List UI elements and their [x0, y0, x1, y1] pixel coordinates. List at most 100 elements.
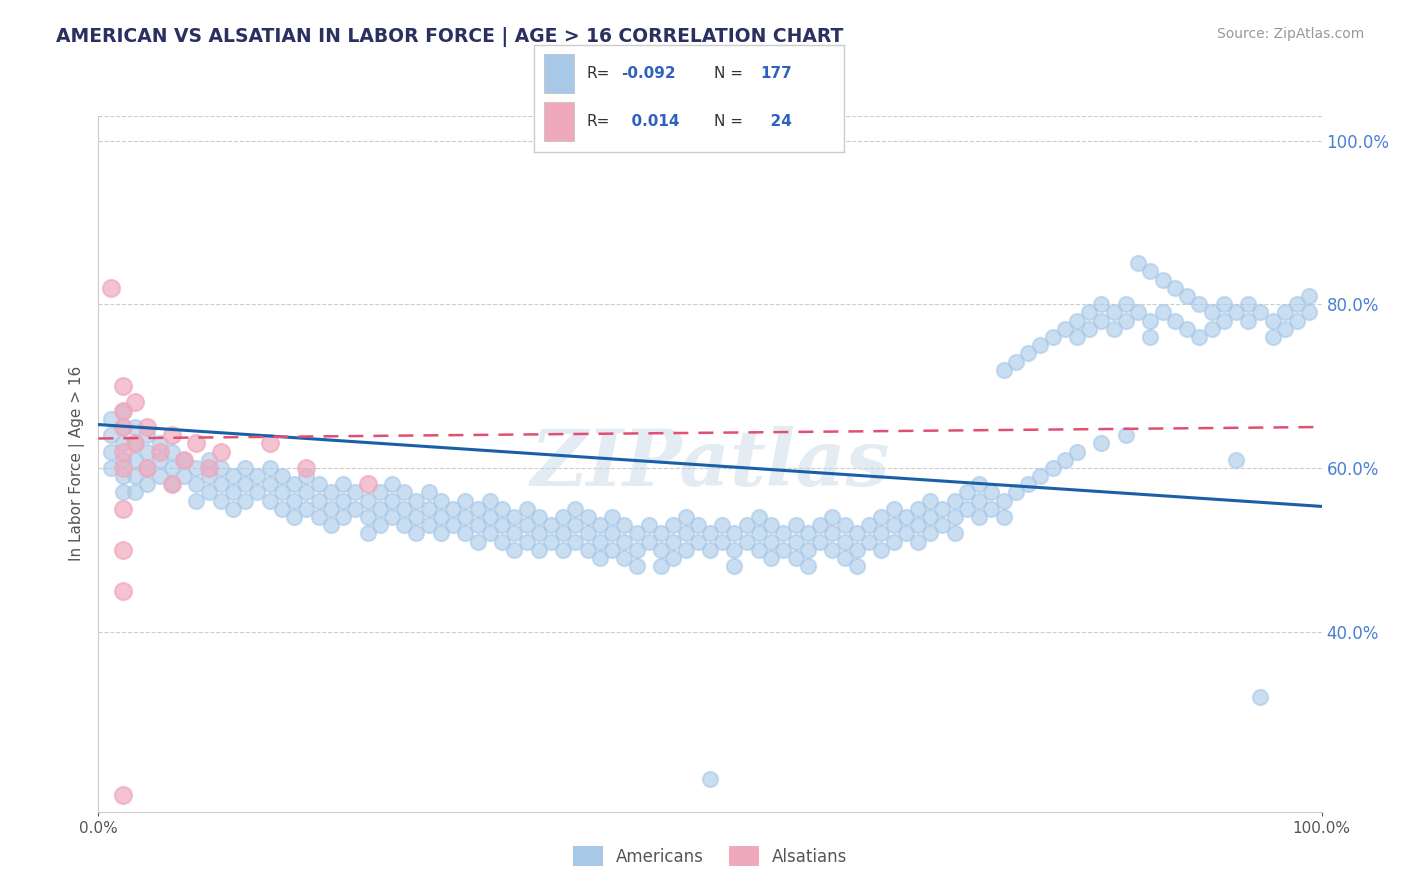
Point	[821, 510, 844, 524]
Point	[430, 526, 453, 541]
Point	[233, 493, 256, 508]
Point	[173, 452, 195, 467]
Point	[920, 526, 942, 541]
Point	[1042, 330, 1064, 344]
Point	[368, 518, 391, 533]
Point	[808, 518, 831, 533]
Point	[540, 518, 562, 533]
Point	[259, 493, 281, 508]
Point	[564, 518, 586, 533]
Point	[136, 461, 159, 475]
Point	[186, 461, 208, 475]
Point	[418, 501, 440, 516]
Point	[503, 542, 526, 557]
Point	[761, 551, 783, 566]
Point	[283, 477, 305, 491]
Point	[920, 493, 942, 508]
Point	[686, 534, 709, 549]
Point	[845, 559, 868, 574]
Point	[993, 493, 1015, 508]
Point	[1004, 485, 1026, 500]
Point	[626, 559, 648, 574]
Text: AMERICAN VS ALSATIAN IN LABOR FORCE | AGE > 16 CORRELATION CHART: AMERICAN VS ALSATIAN IN LABOR FORCE | AG…	[56, 27, 844, 46]
Point	[1249, 305, 1271, 319]
Point	[834, 518, 856, 533]
Point	[160, 461, 183, 475]
Point	[527, 542, 550, 557]
Point	[613, 518, 636, 533]
Point	[222, 485, 245, 500]
Point	[186, 493, 208, 508]
Point	[527, 510, 550, 524]
Point	[295, 501, 318, 516]
Point	[662, 534, 685, 549]
Point	[270, 469, 294, 483]
Point	[907, 518, 929, 533]
Point	[870, 510, 893, 524]
Text: R=: R=	[586, 66, 610, 81]
Point	[711, 534, 734, 549]
Point	[259, 477, 281, 491]
Point	[111, 379, 134, 393]
Point	[858, 518, 880, 533]
Point	[136, 428, 159, 442]
Point	[650, 526, 672, 541]
Point	[1237, 313, 1260, 327]
Point	[209, 477, 232, 491]
Point	[368, 485, 391, 500]
Point	[441, 501, 464, 516]
Point	[111, 420, 134, 434]
Point	[834, 534, 856, 549]
Point	[723, 542, 745, 557]
Point	[1053, 452, 1076, 467]
Point	[808, 534, 831, 549]
Point	[785, 534, 807, 549]
Point	[1029, 469, 1052, 483]
Point	[1090, 313, 1112, 327]
Point	[111, 403, 134, 417]
Point	[662, 518, 685, 533]
Point	[405, 526, 427, 541]
Y-axis label: In Labor Force | Age > 16: In Labor Force | Age > 16	[69, 367, 84, 561]
Point	[381, 493, 404, 508]
Point	[931, 518, 953, 533]
Point	[295, 469, 318, 483]
Point	[246, 485, 269, 500]
Point	[956, 485, 979, 500]
Point	[124, 485, 146, 500]
Point	[197, 461, 219, 475]
Point	[209, 461, 232, 475]
Point	[1090, 436, 1112, 450]
Point	[540, 534, 562, 549]
Point	[1175, 289, 1198, 303]
Point	[723, 526, 745, 541]
Point	[845, 526, 868, 541]
Point	[1274, 305, 1296, 319]
Point	[797, 559, 820, 574]
Point	[111, 403, 134, 417]
Point	[883, 501, 905, 516]
Point	[797, 526, 820, 541]
Point	[761, 518, 783, 533]
Point	[332, 477, 354, 491]
Text: R=: R=	[586, 114, 610, 129]
Point	[967, 477, 990, 491]
Point	[136, 444, 159, 458]
Point	[785, 518, 807, 533]
Point	[1090, 297, 1112, 311]
Point	[1128, 305, 1150, 319]
Point	[1175, 322, 1198, 336]
Point	[233, 477, 256, 491]
Point	[1115, 428, 1137, 442]
Point	[270, 501, 294, 516]
Point	[1139, 264, 1161, 278]
Point	[600, 510, 623, 524]
Point	[430, 493, 453, 508]
Point	[650, 559, 672, 574]
Point	[699, 772, 721, 786]
Point	[173, 452, 195, 467]
Point	[111, 469, 134, 483]
Point	[748, 510, 770, 524]
Point	[1212, 313, 1234, 327]
Point	[576, 510, 599, 524]
